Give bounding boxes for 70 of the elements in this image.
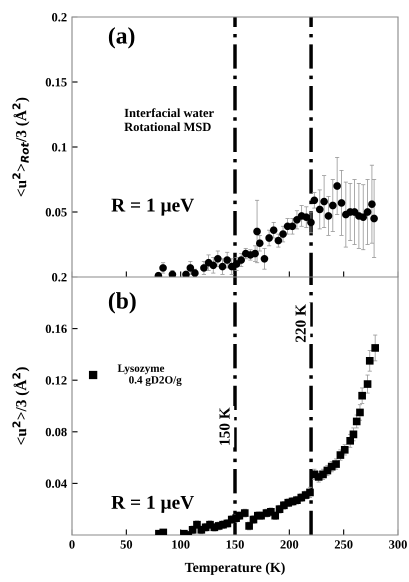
annotation: Interfacial water Rotational MSD [124, 108, 214, 132]
x-tick-label: 200 [280, 540, 298, 549]
y-tick-label: 0.15 [46, 78, 67, 87]
point [265, 234, 273, 242]
point [370, 214, 378, 222]
ref-line-label: 220 K [295, 304, 306, 342]
point [346, 437, 354, 445]
y-tick-label: 0.16 [46, 324, 67, 334]
point [200, 264, 208, 272]
annotation: R = 1 μeV [111, 198, 194, 216]
point [366, 357, 374, 365]
point [364, 208, 372, 216]
point [307, 218, 315, 226]
point [279, 230, 287, 238]
point [306, 488, 314, 496]
y-tick-label: 0.05 [46, 208, 67, 217]
point [251, 250, 259, 258]
point [214, 254, 222, 263]
point [159, 528, 168, 535]
y-tick-label: 0.04 [46, 479, 67, 488]
point [316, 206, 324, 214]
point [256, 239, 264, 248]
x-axis-title: Temperature (K) [184, 562, 285, 575]
point [260, 254, 268, 263]
point [340, 446, 349, 454]
point [168, 270, 176, 277]
y-tick-label: 0.2 [52, 13, 67, 22]
point [237, 256, 246, 264]
point [302, 213, 310, 222]
x-tick-label: 300 [389, 540, 407, 549]
x-tick-label: 250 [334, 540, 353, 549]
x-tick-label: 0 [69, 540, 75, 549]
y-axis-title: <u$^{2}$>/3 (Å$^{2}$) [12, 367, 30, 445]
point [371, 344, 379, 352]
annotation: (a) [108, 27, 134, 49]
point [270, 226, 278, 234]
ref-line-label: 150 K [219, 407, 230, 445]
point [274, 236, 282, 244]
point [186, 264, 194, 272]
point [359, 213, 368, 222]
x-tick-label: 50 [120, 540, 132, 549]
point [328, 202, 337, 210]
point [209, 261, 218, 270]
point [310, 196, 318, 204]
legend-label: Lysozyme 0.4 gD2O/g [118, 364, 182, 386]
y-axis-title: <u$^{2}$>$_{Rot}$/3 (Å$^{2}$) [12, 98, 30, 196]
y-tick-label: 0.1 [52, 143, 66, 152]
point [191, 269, 199, 277]
y-tick-label: 0.12 [46, 376, 67, 385]
y-tick-label: 0.2 [52, 273, 67, 282]
point [288, 222, 296, 230]
point [338, 199, 346, 207]
annotation: R = 1 μeV [111, 496, 194, 513]
annotation: (b) [108, 292, 136, 314]
point [333, 182, 341, 190]
x-tick-label: 100 [172, 540, 190, 549]
point [324, 212, 332, 220]
point [364, 380, 372, 388]
point [358, 392, 366, 400]
point [223, 256, 231, 264]
x-tick-label: 150 [226, 540, 244, 549]
y-tick-label: 0.08 [46, 428, 67, 436]
point [159, 264, 167, 272]
point [218, 262, 226, 270]
point [182, 270, 190, 277]
point [368, 200, 376, 208]
point [352, 418, 361, 426]
point [293, 216, 301, 224]
point [232, 260, 240, 268]
point [320, 198, 328, 206]
